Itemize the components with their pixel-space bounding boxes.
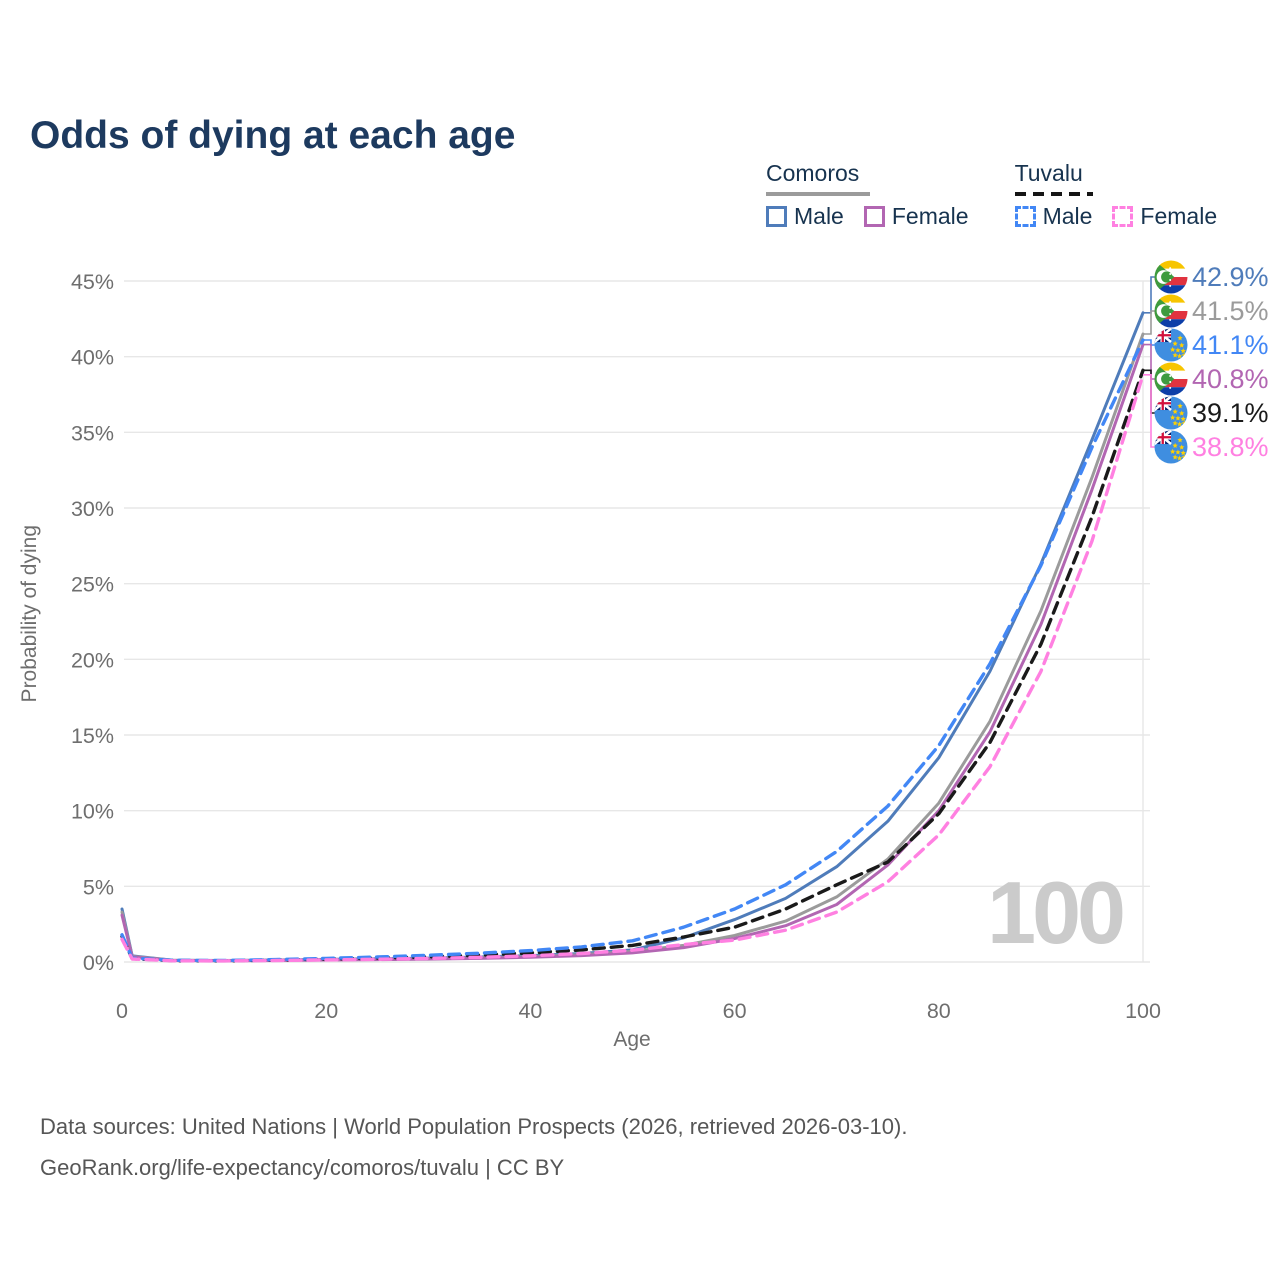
end-label-leader-line [1143,276,1155,314]
comoros-line-sample [766,192,870,196]
end-value-label-comoros: 41.5% [1192,296,1269,326]
comoros-male-swatch-icon [766,206,787,227]
legend-item-comoros-female[interactable]: Female [863,203,969,230]
attribution-text: GeoRank.org/life-expectancy/comoros/tuva… [40,1155,565,1180]
x-tick-label: 0 [116,999,128,1023]
flag-tuvalu-icon [1154,328,1188,362]
legend-group-tuvalu: Tuvalu Male Female [1014,160,1217,230]
flag-comoros-icon [1154,294,1188,328]
legend-item-label: Male [1042,203,1093,229]
y-tick-label: 20% [71,648,114,672]
legend-item-tuvalu-female[interactable]: Female [1112,203,1217,230]
tuvalu-female-swatch-icon [1112,206,1134,227]
flag-comoros-icon [1154,260,1188,294]
flag-tuvalu-icon [1154,396,1188,430]
data-sources-text: Data sources: United Nations | World Pop… [40,1114,908,1139]
end-value-label-comoros-female: 40.8% [1192,364,1269,394]
series-line-tuvalu-female[interactable] [120,373,1145,963]
x-axis-title: Age [613,1028,651,1051]
x-tick-label: 60 [723,999,747,1023]
x-tick-label: 40 [518,999,542,1023]
flag-comoros-icon [1154,362,1188,396]
tuvalu-male-swatch-icon [1014,206,1036,227]
end-value-label-tuvalu-female: 38.8% [1192,432,1269,462]
y-tick-label: 45% [71,270,114,294]
legend-item-comoros-male[interactable]: Male [766,203,844,230]
legend-item-label: Male [794,203,844,229]
y-tick-label: 30% [71,497,114,521]
y-tick-label: 10% [71,800,114,824]
legend-item-tuvalu-male[interactable]: Male [1014,203,1093,230]
x-tick-label: 80 [927,999,951,1023]
series-line-tuvalu-male[interactable] [120,338,1145,963]
legend: Comoros Male Female Tuvalu [766,160,1217,230]
end-label-leader-line [1143,310,1155,335]
end-value-label-tuvalu: 39.1% [1192,398,1269,428]
end-value-label-tuvalu-male: 41.1% [1192,330,1269,360]
flag-tuvalu-icon [1154,430,1188,464]
comoros-female-swatch-icon [863,206,885,227]
y-axis-title: Probability of dying [18,525,41,703]
legend-item-label: Female [891,203,969,229]
y-tick-label: 0% [83,951,114,975]
page-title: Odds of dying at each age [30,114,516,158]
y-tick-label: 5% [83,875,114,899]
legend-group-comoros: Comoros Male Female [766,160,969,230]
y-tick-label: 25% [71,573,114,597]
current-age-watermark: 100 [987,863,1123,962]
x-tick-label: 100 [1125,999,1161,1023]
legend-group-comoros-label: Comoros [766,160,860,186]
tuvalu-line-sample [1014,192,1093,196]
end-label-leader-line [1143,369,1155,414]
end-label-leader-line [1143,373,1155,448]
end-label-leader-line [1143,343,1155,380]
x-tick-label: 20 [314,999,338,1023]
footer: Data sources: United Nations | World Pop… [40,1106,907,1188]
y-tick-label: 40% [71,346,114,370]
end-value-label-comoros-male: 42.9% [1192,262,1269,292]
series-line-tuvalu[interactable] [120,368,1145,963]
y-tick-label: 35% [71,421,114,445]
legend-group-tuvalu-label: Tuvalu [1014,160,1083,186]
y-tick-label: 15% [71,724,114,748]
end-label-leader-line [1143,339,1155,346]
legend-item-label: Female [1140,203,1218,229]
